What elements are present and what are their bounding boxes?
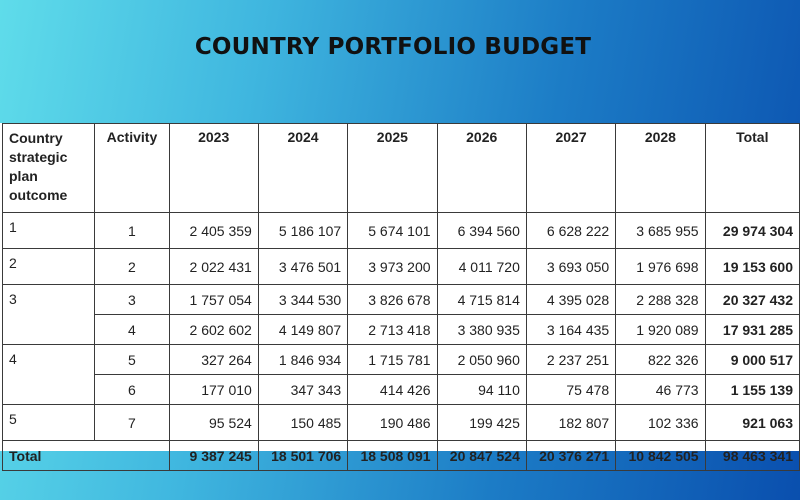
- value-cell: 75 478: [525, 374, 617, 405]
- grand-total-cell: 98 463 341: [704, 440, 800, 471]
- value-cell: 327 264: [168, 344, 259, 375]
- value-cell: 1 715 781: [347, 344, 438, 375]
- value-cell: 1 757 054: [168, 284, 259, 315]
- activity-cell: 4: [94, 314, 170, 345]
- budget-sheet: Country strategic plan outcome Activity …: [0, 123, 800, 471]
- row-total-cell: 20 327 432: [704, 284, 800, 315]
- value-cell: 3 476 501: [257, 248, 349, 285]
- page-title: COUNTRY PORTFOLIO BUDGET: [194, 34, 592, 60]
- value-cell: 3 380 935: [436, 314, 527, 345]
- value-cell: 4 395 028: [525, 284, 617, 315]
- row-total-cell: 921 063: [704, 404, 800, 441]
- outcome-cell: 1: [1, 212, 96, 249]
- total-cell: 10 842 505: [615, 440, 706, 471]
- outcome-cell: 4: [1, 344, 96, 405]
- header-row: Country strategic plan outcome Activity …: [1, 123, 800, 213]
- activity-cell: 1: [94, 212, 170, 249]
- outcome-cell: 2: [1, 248, 96, 285]
- header-activity: Activity: [94, 123, 170, 213]
- budget-table: Country strategic plan outcome Activity …: [1, 123, 800, 471]
- total-cell: 18 501 706: [257, 440, 349, 471]
- value-cell: 4 149 807: [257, 314, 349, 345]
- value-cell: 5 674 101: [347, 212, 438, 249]
- value-cell: 1 920 089: [615, 314, 706, 345]
- value-cell: 46 773: [615, 374, 706, 405]
- header-year-2026: 2026: [436, 123, 527, 213]
- totals-label: Total: [2, 440, 170, 471]
- header-year-2028: 2028: [615, 123, 706, 213]
- total-cell: 9 387 245: [168, 440, 259, 471]
- row-total-cell: 29 974 304: [704, 212, 800, 249]
- header-year-2024: 2024: [257, 123, 349, 213]
- activity-cell: 5: [94, 344, 170, 375]
- header-outcome: Country strategic plan outcome: [1, 123, 96, 213]
- activity-cell: 2: [94, 248, 170, 285]
- value-cell: 199 425: [436, 404, 527, 441]
- outcome-cell: 3: [1, 284, 96, 345]
- activity-cell: 6: [94, 374, 170, 405]
- value-cell: 182 807: [525, 404, 617, 441]
- value-cell: 6 394 560: [436, 212, 527, 249]
- value-cell: 5 186 107: [257, 212, 349, 249]
- outcome-cell: 5: [1, 404, 96, 441]
- value-cell: 2 405 359: [168, 212, 259, 249]
- value-cell: 3 344 530: [257, 284, 349, 315]
- table-row: 3 3 1 757 054 3 344 530 3 826 678 4 715 …: [1, 284, 800, 345]
- value-cell: 1 976 698: [615, 248, 706, 285]
- row-total-cell: 19 153 600: [704, 248, 800, 285]
- value-cell: 3 693 050: [525, 248, 617, 285]
- total-cell: 20 376 271: [525, 440, 617, 471]
- header-year-2027: 2027: [525, 123, 617, 213]
- value-cell: 3 826 678: [347, 284, 438, 315]
- header-year-2023: 2023: [168, 123, 259, 213]
- value-cell: 177 010: [168, 374, 259, 405]
- value-cell: 2 022 431: [168, 248, 259, 285]
- value-cell: 3 164 435: [525, 314, 617, 345]
- value-cell: 2 713 418: [347, 314, 438, 345]
- value-cell: 414 426: [347, 374, 438, 405]
- table-row: 4 2 602 602 4 149 807 2 713 418 3 380 93…: [3, 314, 800, 345]
- table-row: 6 177 010 347 343 414 426 94 110 75 478 …: [3, 374, 800, 405]
- activity-cell: 3: [94, 284, 170, 315]
- table-row: 5 7 95 524 150 485 190 486 199 425 182 8…: [1, 404, 800, 441]
- value-cell: 4 715 814: [436, 284, 527, 315]
- header-total: Total: [704, 123, 800, 213]
- value-cell: 822 326: [615, 344, 706, 375]
- value-cell: 6 628 222: [525, 212, 617, 249]
- row-total-cell: 17 931 285: [704, 314, 800, 345]
- table-row: 4 5 327 264 1 846 934 1 715 781 2 050 96…: [1, 344, 800, 405]
- value-cell: 102 336: [615, 404, 706, 441]
- value-cell: 4 011 720: [436, 248, 527, 285]
- row-total-cell: 9 000 517: [704, 344, 800, 375]
- value-cell: 190 486: [347, 404, 438, 441]
- value-cell: 94 110: [436, 374, 527, 405]
- value-cell: 2 288 328: [615, 284, 706, 315]
- value-cell: 1 846 934: [257, 344, 349, 375]
- total-cell: 20 847 524: [436, 440, 527, 471]
- activity-cell: 7: [94, 404, 170, 441]
- value-cell: 2 050 960: [436, 344, 527, 375]
- value-cell: 3 973 200: [347, 248, 438, 285]
- total-cell: 18 508 091: [347, 440, 438, 471]
- table-row: 1 1 2 405 359 5 186 107 5 674 101 6 394 …: [1, 212, 800, 249]
- value-cell: 347 343: [257, 374, 349, 405]
- value-cell: 3 685 955: [615, 212, 706, 249]
- value-cell: 2 237 251: [525, 344, 617, 375]
- table-row: 2 2 2 022 431 3 476 501 3 973 200 4 011 …: [1, 248, 800, 285]
- value-cell: 2 602 602: [168, 314, 259, 345]
- totals-row: Total 9 387 245 18 501 706 18 508 091 20…: [2, 440, 800, 471]
- value-cell: 150 485: [257, 404, 349, 441]
- value-cell: 95 524: [168, 404, 259, 441]
- row-total-cell: 1 155 139: [704, 374, 800, 405]
- header-year-2025: 2025: [347, 123, 438, 213]
